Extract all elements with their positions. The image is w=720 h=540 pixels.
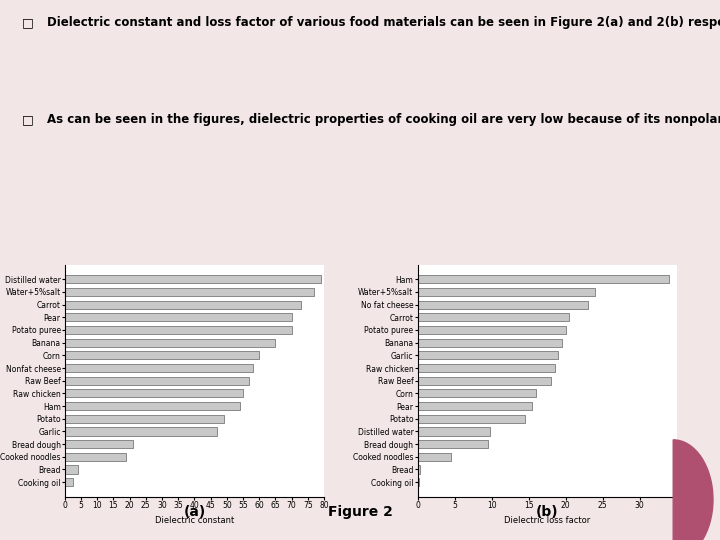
Bar [65,351,259,360]
Bar [65,415,223,423]
Bar [65,326,292,334]
Bar [65,402,240,410]
Bar [65,376,249,385]
Bar [418,364,554,372]
X-axis label: Dielectric loss factor: Dielectric loss factor [504,516,590,524]
Text: Dielectric constant and loss factor of various food materials can be seen in Fig: Dielectric constant and loss factor of v… [47,16,720,29]
Bar [65,364,253,372]
X-axis label: Dielectric constant: Dielectric constant [155,516,234,524]
Bar [418,351,558,360]
Text: Figure 2: Figure 2 [328,505,392,519]
Bar [65,389,243,397]
Bar [65,288,314,296]
Bar [418,275,670,284]
Bar [65,465,78,474]
Bar [418,402,532,410]
Bar [65,427,217,436]
Wedge shape [673,440,713,540]
Bar [418,440,488,448]
Bar [418,376,551,385]
Bar [65,313,292,321]
Bar [65,339,275,347]
Bar [418,465,420,474]
Text: □: □ [22,16,33,29]
Bar [65,453,127,461]
Text: As can be seen in the figures, dielectric properties of cooking oil are very low: As can be seen in the figures, dielectri… [47,113,720,126]
Bar [65,301,301,309]
Bar [418,389,536,397]
Bar [65,275,320,284]
Bar [418,301,588,309]
Text: □: □ [22,113,33,126]
Bar [418,478,419,486]
Bar [65,478,73,486]
Bar [418,453,451,461]
Bar [418,288,595,296]
Bar [418,339,562,347]
Bar [418,427,490,436]
Text: (a): (a) [184,505,205,519]
Bar [418,313,570,321]
Text: (b): (b) [536,505,559,519]
Bar [418,326,566,334]
Bar [418,415,525,423]
Bar [65,440,132,448]
